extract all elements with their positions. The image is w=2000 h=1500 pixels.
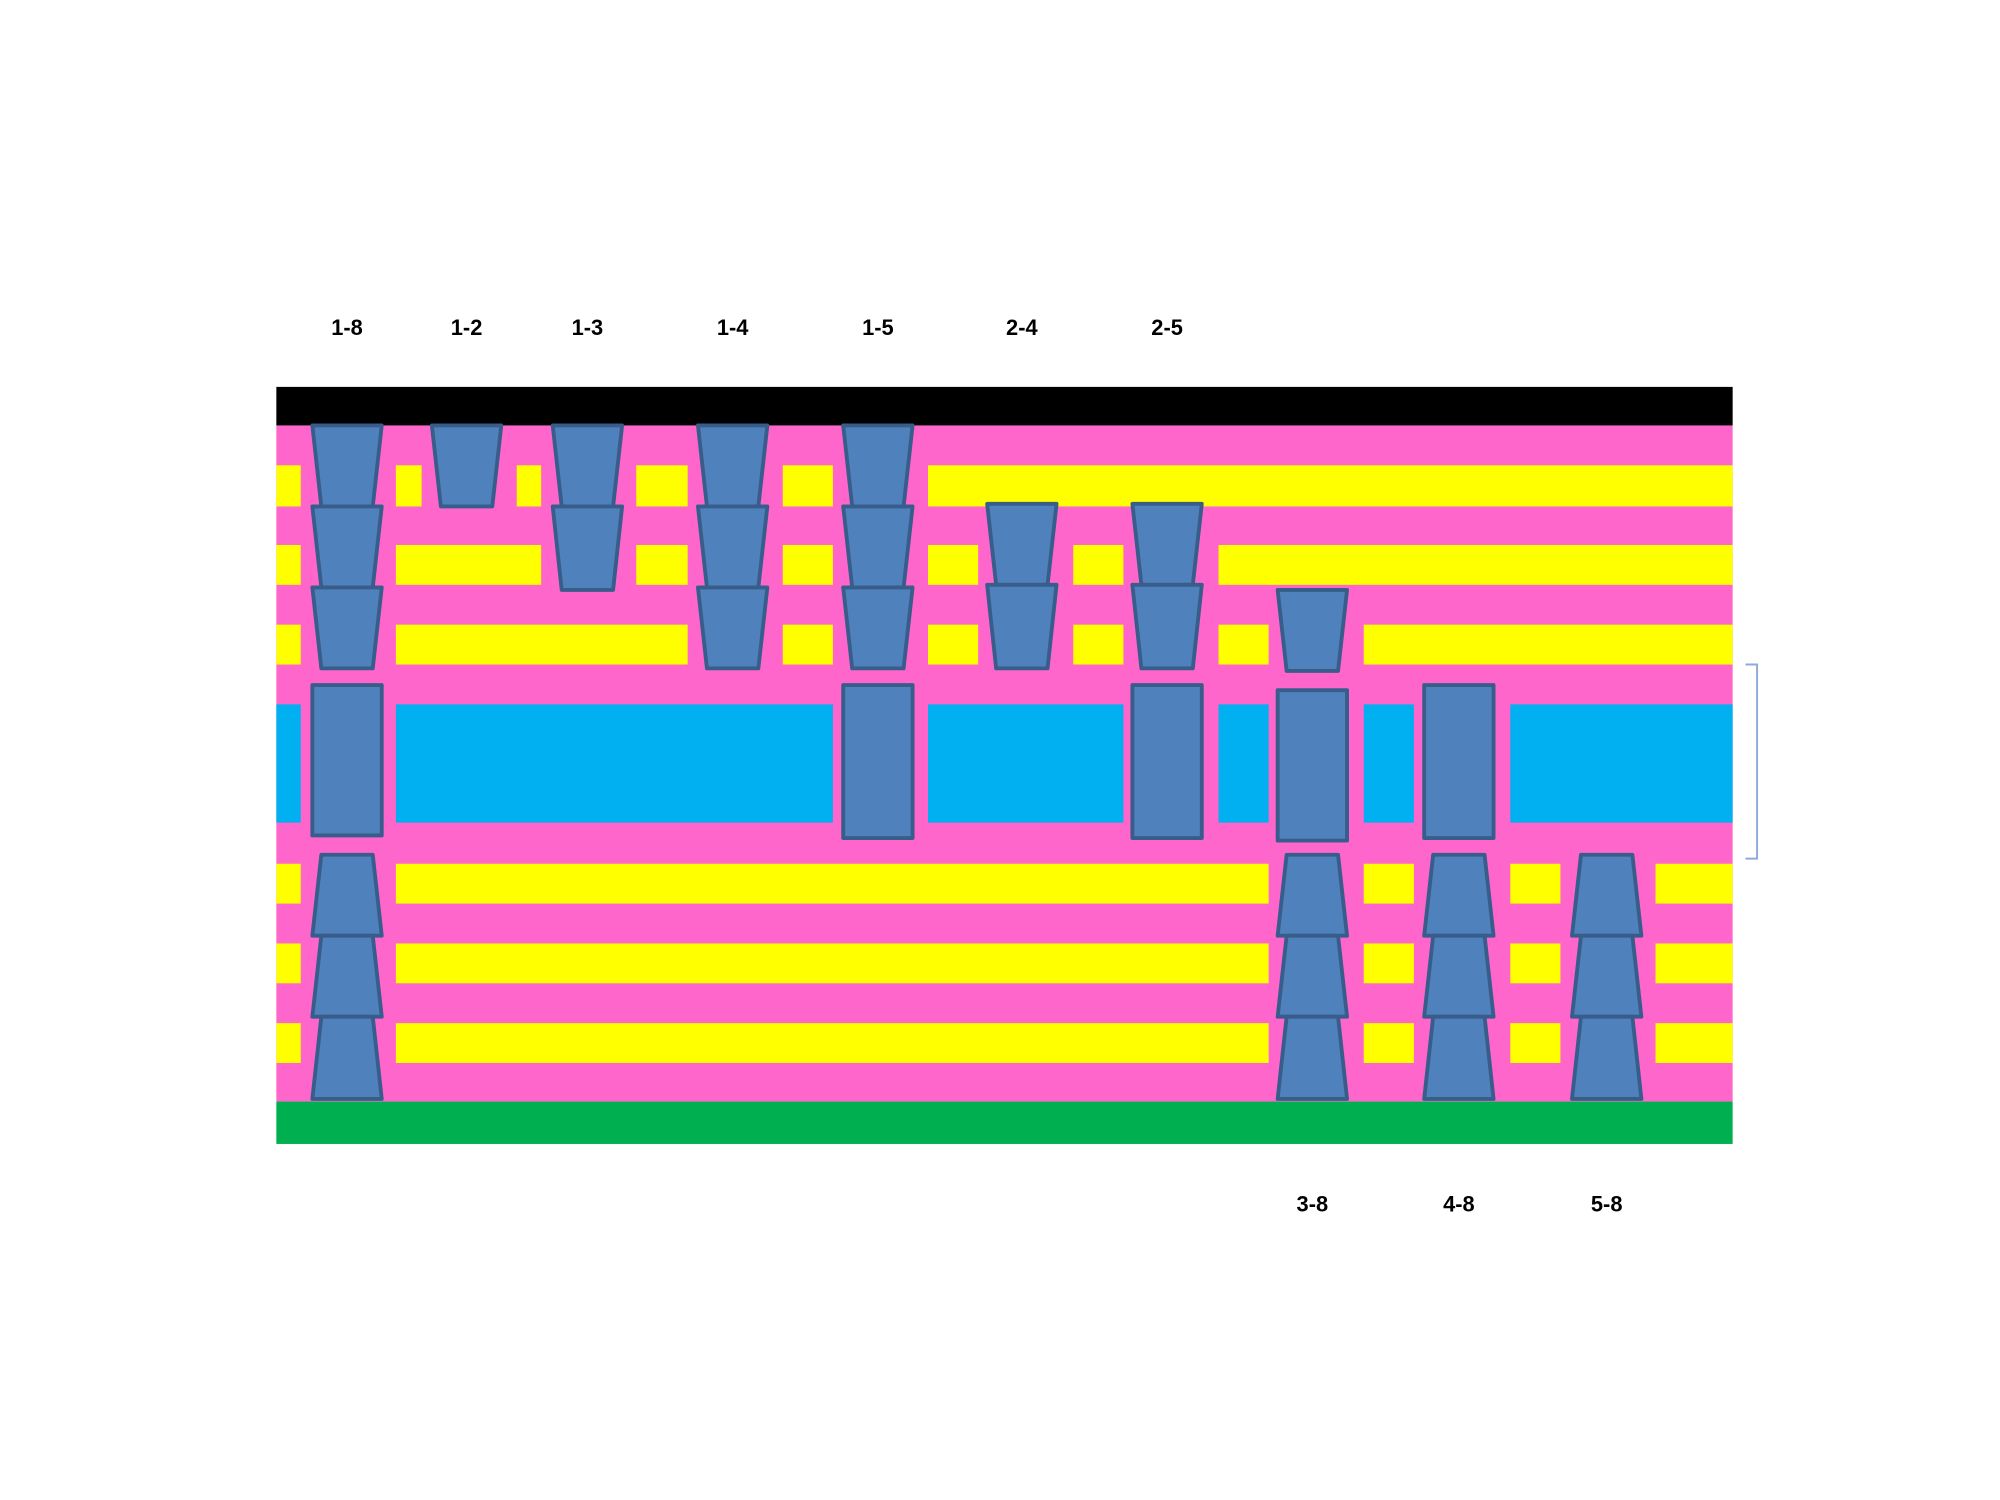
- microvia: [310, 585, 384, 671]
- microvia: [1422, 852, 1496, 938]
- microvia: [429, 423, 504, 509]
- copper: [395, 544, 542, 585]
- via-label: 1-5: [862, 315, 894, 340]
- copper: [276, 624, 301, 665]
- via-label: 2-5: [1151, 315, 1183, 340]
- copper: [782, 465, 833, 507]
- core-via: [841, 683, 915, 840]
- copper: [1218, 544, 1733, 585]
- copper: [928, 465, 1733, 507]
- microvia: [550, 423, 625, 509]
- microvia: [841, 423, 915, 509]
- copper: [928, 544, 979, 585]
- via-label: 1-8: [331, 315, 363, 340]
- microvia: [1275, 588, 1349, 673]
- microvia: [310, 933, 384, 1019]
- microvia: [550, 504, 625, 592]
- via-label: 1-3: [572, 315, 604, 340]
- copper: [1363, 1023, 1414, 1063]
- microvia: [1570, 1014, 1644, 1101]
- microvia: [841, 585, 915, 671]
- copper: [782, 544, 833, 585]
- copper-layers: [276, 465, 1733, 1063]
- copper: [1218, 624, 1269, 665]
- via-label: 4-8: [1443, 1191, 1475, 1216]
- microvia: [310, 1014, 384, 1101]
- copper: [395, 1023, 1269, 1063]
- via-label: 5-8: [1591, 1191, 1623, 1216]
- top-layer: [276, 386, 1733, 426]
- core-via: [1422, 683, 1496, 840]
- copper: [636, 465, 688, 507]
- copper: [1363, 704, 1414, 823]
- via-label: 2-4: [1006, 315, 1038, 340]
- copper: [1655, 863, 1733, 904]
- copper: [1363, 943, 1414, 984]
- bottom-layer: [276, 1101, 1733, 1144]
- copper: [276, 704, 301, 823]
- copper: [276, 465, 301, 507]
- core-via: [1275, 688, 1349, 843]
- microvia: [1275, 1014, 1349, 1101]
- via-label: 1-4: [717, 315, 749, 340]
- copper: [395, 465, 422, 507]
- copper: [928, 704, 1124, 823]
- copper: [395, 624, 688, 665]
- microvia: [985, 501, 1059, 587]
- vias: [310, 423, 1644, 1101]
- copper: [395, 863, 1269, 904]
- copper: [395, 943, 1269, 984]
- copper: [1073, 544, 1124, 585]
- copper: [1363, 624, 1733, 665]
- copper: [1510, 863, 1561, 904]
- microvia: [310, 504, 384, 590]
- microvia: [696, 423, 770, 509]
- labels: 1-8 1-2 1-3 1-4 1-5 2-4 2-5 3-8 4-8 5-8: [331, 315, 1622, 1217]
- microvia: [1570, 852, 1644, 938]
- copper: [276, 943, 301, 984]
- microvia: [841, 504, 915, 590]
- microvia: [696, 504, 770, 590]
- via-label: 1-2: [451, 315, 483, 340]
- microvia: [1422, 1014, 1496, 1101]
- microvia: [985, 582, 1059, 671]
- bracket: [1745, 663, 1759, 860]
- copper: [1510, 704, 1733, 823]
- copper: [636, 544, 688, 585]
- copper: [395, 704, 833, 823]
- copper: [516, 465, 542, 507]
- core-via: [1130, 683, 1204, 840]
- copper: [1655, 943, 1733, 984]
- copper: [1510, 943, 1561, 984]
- microvia: [1130, 501, 1204, 587]
- copper: [1510, 1023, 1561, 1063]
- copper: [928, 624, 979, 665]
- copper: [276, 1023, 301, 1063]
- microvia: [1275, 852, 1349, 938]
- microvia: [310, 852, 384, 938]
- copper: [276, 544, 301, 585]
- copper: [276, 863, 301, 904]
- microvia: [696, 585, 770, 671]
- microvia: [310, 423, 384, 509]
- microvia: [1570, 933, 1644, 1019]
- copper: [1218, 704, 1269, 823]
- microvia: [1422, 933, 1496, 1019]
- copper: [1655, 1023, 1733, 1063]
- microvia: [1275, 933, 1349, 1019]
- core-via: [310, 683, 384, 838]
- copper: [782, 624, 833, 665]
- copper: [1073, 624, 1124, 665]
- microvia: [1130, 582, 1204, 671]
- via-label: 3-8: [1297, 1191, 1329, 1216]
- copper: [1363, 863, 1414, 904]
